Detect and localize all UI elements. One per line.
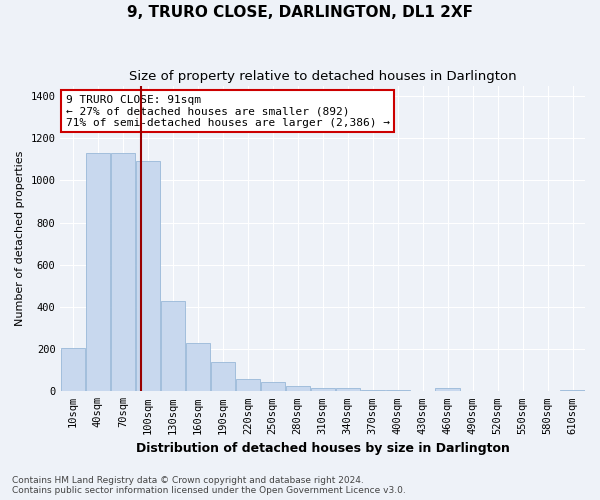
Bar	[86, 153, 110, 392]
Bar	[335, 388, 360, 392]
Bar	[236, 378, 260, 392]
Text: Contains HM Land Registry data © Crown copyright and database right 2024.
Contai: Contains HM Land Registry data © Crown c…	[12, 476, 406, 495]
Bar	[361, 390, 385, 392]
Bar	[386, 390, 410, 392]
Bar	[185, 343, 210, 392]
X-axis label: Distribution of detached houses by size in Darlington: Distribution of detached houses by size …	[136, 442, 509, 455]
Bar	[286, 386, 310, 392]
Bar	[161, 300, 185, 392]
Bar	[260, 382, 285, 392]
Bar	[111, 153, 135, 392]
Bar	[136, 162, 160, 392]
Bar	[311, 388, 335, 392]
Title: Size of property relative to detached houses in Darlington: Size of property relative to detached ho…	[129, 70, 517, 83]
Bar	[436, 388, 460, 392]
Bar	[61, 348, 85, 392]
Text: 9, TRURO CLOSE, DARLINGTON, DL1 2XF: 9, TRURO CLOSE, DARLINGTON, DL1 2XF	[127, 5, 473, 20]
Bar	[211, 362, 235, 392]
Text: 9 TRURO CLOSE: 91sqm
← 27% of detached houses are smaller (892)
71% of semi-deta: 9 TRURO CLOSE: 91sqm ← 27% of detached h…	[65, 94, 389, 128]
Bar	[560, 390, 584, 392]
Y-axis label: Number of detached properties: Number of detached properties	[15, 150, 25, 326]
